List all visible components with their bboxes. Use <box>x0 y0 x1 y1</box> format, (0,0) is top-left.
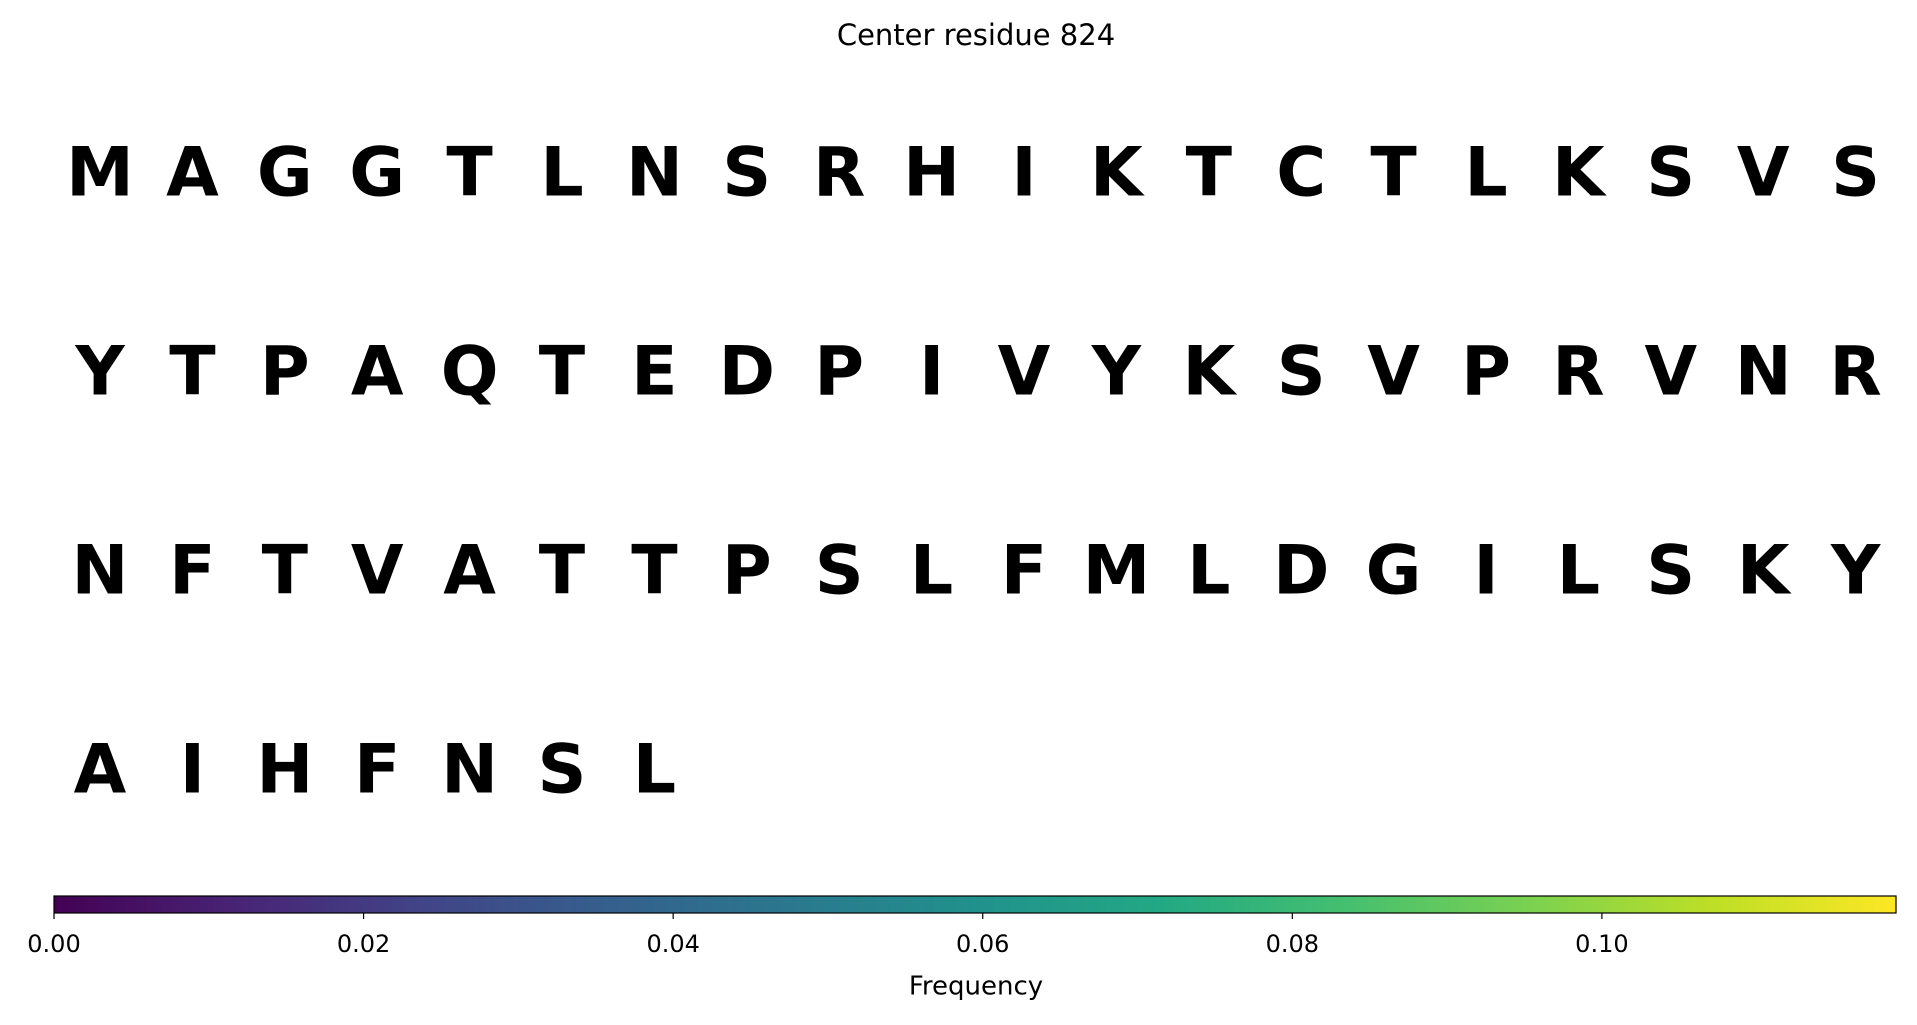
residue-letter: A <box>74 731 127 810</box>
residue-letter: I <box>919 333 944 412</box>
residue-letter: S <box>1831 134 1880 213</box>
colorbar-tick-label: 0.04 <box>646 930 699 958</box>
residue-letter: S <box>815 532 864 611</box>
residue-letter: Y <box>1091 333 1142 412</box>
residue-letter: T <box>539 333 586 412</box>
residue-letter: Y <box>74 333 125 412</box>
colorbar-label: Frequency <box>909 972 1043 1002</box>
residue-letter: A <box>166 134 219 213</box>
residue-letter: Y <box>1830 532 1881 611</box>
residue-letter: P <box>260 333 310 412</box>
residue-letter: N <box>626 134 683 213</box>
residue-letter: T <box>1186 134 1233 213</box>
residue-letter: K <box>1182 333 1237 412</box>
residue-letter: M <box>66 134 134 213</box>
residue-letter: T <box>169 333 216 412</box>
residue-letter: N <box>441 731 498 810</box>
residue-letter: G <box>257 134 313 213</box>
residue-letter: N <box>72 532 129 611</box>
residue-letter: V <box>351 532 404 611</box>
residue-letter: S <box>1646 532 1695 611</box>
residue-letter: D <box>719 333 775 412</box>
residue-letter: S <box>1277 333 1326 412</box>
residue-letter: L <box>540 134 583 213</box>
residue-letter: H <box>903 134 960 213</box>
residue-letter: A <box>351 333 404 412</box>
colorbar-tick-label: 0.06 <box>956 930 1009 958</box>
residue-letter: C <box>1276 134 1326 213</box>
colorbar-tick-label: 0.00 <box>27 930 80 958</box>
residue-letter: V <box>1644 333 1697 412</box>
residue-letter: I <box>1011 134 1036 213</box>
residue-letter: K <box>1552 134 1607 213</box>
chart-title: Center residue 824 <box>837 18 1115 52</box>
residue-letter: S <box>722 134 771 213</box>
residue-letter: F <box>169 532 215 611</box>
residue-letter: T <box>262 532 309 611</box>
residue-letter: L <box>1557 532 1600 611</box>
residue-letter: F <box>1001 532 1047 611</box>
residue-letter: S <box>1646 134 1695 213</box>
residue-letter: L <box>633 731 676 810</box>
residue-letter: T <box>631 532 678 611</box>
residue-letter: H <box>256 731 313 810</box>
residue-letter: T <box>446 134 493 213</box>
residue-letter: Q <box>441 333 499 412</box>
residue-letter: I <box>180 731 205 810</box>
colorbar <box>53 895 1897 914</box>
residue-letter: S <box>538 731 587 810</box>
residue-letter: P <box>722 532 772 611</box>
residue-letter: V <box>998 333 1051 412</box>
residue-letter: P <box>814 333 864 412</box>
residue-letter: F <box>354 731 400 810</box>
residue-letter: D <box>1273 532 1329 611</box>
colorbar-tick-label: 0.02 <box>337 930 390 958</box>
residue-letter: K <box>1090 134 1145 213</box>
residue-letter: L <box>910 532 953 611</box>
residue-letter: T <box>1370 134 1417 213</box>
residue-letter: G <box>349 134 405 213</box>
residue-letter: E <box>631 333 677 412</box>
residue-letter: N <box>1735 333 1792 412</box>
residue-letter: P <box>1461 333 1511 412</box>
residue-letter: A <box>443 532 496 611</box>
residue-letter: V <box>1367 333 1420 412</box>
colorbar-tick-label: 0.08 <box>1266 930 1319 958</box>
residue-letter: R <box>1829 333 1881 412</box>
residue-letter: K <box>1737 532 1792 611</box>
residue-letter: R <box>813 134 865 213</box>
residue-letter: L <box>1464 134 1507 213</box>
residue-letter: T <box>539 532 586 611</box>
residue-letter: G <box>1366 532 1422 611</box>
residue-letter: I <box>1473 532 1498 611</box>
residue-letter: V <box>1737 134 1790 213</box>
residue-letter: L <box>1187 532 1230 611</box>
colorbar-tick-label: 0.10 <box>1575 930 1628 958</box>
residue-letter: R <box>1552 333 1604 412</box>
residue-letter: M <box>1083 532 1151 611</box>
